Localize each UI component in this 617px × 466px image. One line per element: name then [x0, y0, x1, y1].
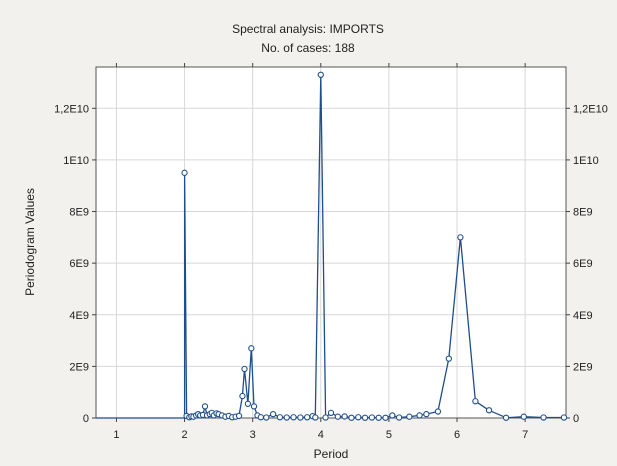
data-point — [290, 414, 297, 421]
data-point — [276, 414, 284, 421]
data-point — [368, 414, 376, 421]
data-point — [389, 412, 396, 419]
x-tick-label: 3 — [250, 429, 256, 441]
data-point — [406, 413, 413, 420]
axis-ticks: 1 2 3 4 5 6 7 0 0 2E9 2E9 4E9 4E9 6E9 6E9 8E9 8E9 1E10 1E1… — [54, 63, 608, 441]
y-tick-label-left: 4E9 — [69, 310, 89, 322]
y-tick-label-right: 1,2E10 — [573, 103, 608, 115]
plot-area — [96, 67, 566, 418]
x-tick-label: 2 — [181, 429, 187, 441]
data-point — [434, 408, 442, 415]
data-point — [181, 169, 188, 176]
data-point — [395, 414, 403, 421]
data-point — [239, 392, 246, 400]
y-tick-label-right: 4E9 — [573, 310, 593, 322]
data-point — [485, 407, 493, 414]
data-point — [361, 414, 369, 421]
y-tick-label-left: 1E10 — [63, 155, 89, 167]
data-point — [248, 345, 255, 352]
data-point — [257, 414, 264, 421]
y-tick-label-left: 1,2E10 — [54, 103, 89, 115]
data-point — [416, 412, 423, 419]
data-point — [445, 355, 452, 362]
data-point — [382, 414, 389, 421]
data-point — [201, 403, 209, 410]
x-tick-label: 6 — [454, 429, 460, 441]
y-axis-label: Periodogram Values — [23, 188, 37, 296]
data-point — [283, 414, 290, 421]
data-point — [322, 414, 329, 421]
chart-subtitle: No. of cases: 188 — [261, 41, 355, 55]
data-point — [423, 410, 430, 418]
grid — [96, 67, 566, 419]
data-point — [457, 234, 464, 241]
y-tick-label-left: 0 — [83, 413, 89, 425]
x-tick-label: 1 — [113, 429, 119, 441]
y-tick-label-left: 8E9 — [69, 207, 89, 219]
data-point — [348, 414, 355, 421]
data-point — [520, 413, 527, 420]
data-point — [244, 400, 252, 407]
y-tick-label-right: 1E10 — [573, 155, 599, 167]
data-point — [341, 413, 348, 420]
y-tick-label-left: 6E9 — [69, 258, 89, 270]
data-point — [560, 414, 568, 421]
chart-title: Spectral analysis: IMPORTS — [232, 22, 384, 36]
data-point — [297, 414, 304, 421]
x-tick-label: 5 — [386, 429, 392, 441]
data-point — [235, 412, 243, 420]
data-point — [375, 414, 382, 421]
plot-frame — [95, 66, 567, 419]
data-point — [502, 414, 510, 421]
data-point — [317, 71, 324, 78]
y-tick-label-left: 2E9 — [69, 361, 89, 373]
data-point — [472, 398, 479, 405]
data-point — [304, 414, 311, 421]
y-tick-label-right: 0 — [573, 413, 579, 425]
data-point — [355, 414, 362, 421]
x-tick-label: 4 — [318, 429, 324, 441]
x-tick-label: 7 — [522, 429, 528, 441]
data-point — [269, 410, 277, 418]
data-point — [263, 414, 270, 421]
data-point — [312, 414, 319, 421]
series-layer — [96, 71, 568, 421]
data-point — [540, 414, 547, 421]
y-tick-label-right: 8E9 — [573, 207, 593, 219]
x-axis-label: Period — [314, 447, 349, 461]
data-point — [327, 409, 335, 416]
y-tick-label-right: 2E9 — [573, 361, 593, 373]
y-tick-label-right: 6E9 — [573, 258, 593, 270]
data-point — [334, 413, 341, 420]
data-point — [241, 365, 248, 373]
data-point — [250, 403, 258, 410]
